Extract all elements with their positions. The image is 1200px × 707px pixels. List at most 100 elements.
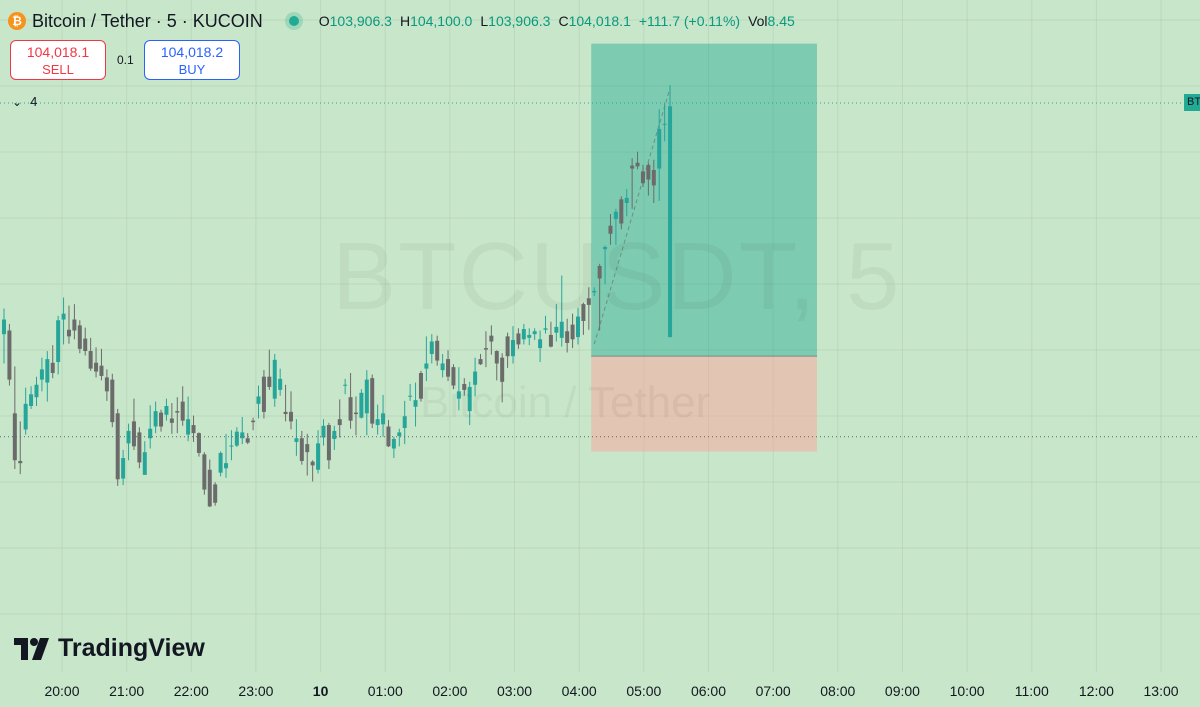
candlestick-series[interactable] [2,85,673,508]
candle-down[interactable] [651,159,656,203]
candle-down[interactable] [478,353,483,365]
candle-up[interactable] [456,367,461,411]
candle-up[interactable] [142,441,147,475]
candle-up[interactable] [592,287,597,297]
candle-down[interactable] [418,370,423,402]
candle-down[interactable] [202,452,207,495]
buy-button[interactable]: 104,018.2 BUY [144,40,240,80]
candle-up[interactable] [61,297,66,345]
tradingview-logo[interactable]: TradingView [14,634,205,663]
candle-up[interactable] [440,353,445,378]
stop-loss-zone[interactable] [591,356,817,452]
candle-up[interactable] [575,307,580,345]
candle-down[interactable] [640,164,645,187]
candle-down[interactable] [337,399,342,438]
candle-down[interactable] [570,313,575,349]
candle-down[interactable] [169,403,174,434]
candle-up[interactable] [256,385,261,419]
long-position-tool[interactable] [591,43,817,452]
candle-down[interactable] [630,158,635,209]
candle-down[interactable] [310,460,315,482]
candle-down[interactable] [483,331,488,368]
candle-up[interactable] [343,378,348,395]
candle-down[interactable] [370,374,375,428]
candle-down[interactable] [213,482,218,506]
candle-down[interactable] [77,320,82,354]
candle-up[interactable] [121,449,126,486]
candle-down[interactable] [72,304,77,340]
candle-up[interactable] [381,395,386,437]
candle-up[interactable] [148,405,153,449]
candle-up[interactable] [29,386,34,409]
candle-down[interactable] [646,162,651,196]
candle-down[interactable] [435,335,440,366]
candle-up[interactable] [391,436,396,459]
candle-up[interactable] [467,381,472,426]
candle-down[interactable] [586,287,591,330]
candle-up[interactable] [332,425,337,450]
candle-up[interactable] [153,401,158,434]
candle-up[interactable] [657,109,662,201]
candle-up[interactable] [559,275,564,347]
sell-button[interactable]: 104,018.1 SELL [10,40,106,80]
candle-down[interactable] [565,318,570,353]
candle-down[interactable] [99,348,104,381]
time-axis[interactable]: 20:00 21:00 22:00 23:00 10 01:00 02:00 03:00 04:… [0,672,1200,707]
candle-down[interactable] [191,415,196,442]
candle-down[interactable] [83,327,88,356]
candle-down[interactable] [245,433,250,445]
candle-down[interactable] [267,349,272,390]
candle-down[interactable] [581,302,586,335]
candle-down[interactable] [619,196,624,230]
candle-up[interactable] [662,103,667,142]
candle-down[interactable] [261,370,266,419]
candle-up[interactable] [56,315,61,375]
candle-down[interactable] [597,263,602,331]
candle-down[interactable] [159,409,164,432]
candle-up[interactable] [272,353,277,407]
candle-down[interactable] [18,421,23,475]
candle-down[interactable] [446,350,451,382]
candle-down[interactable] [494,350,499,381]
candle-up[interactable] [39,357,44,392]
candle-up[interactable] [375,404,380,435]
candle-down[interactable] [110,373,115,428]
candle-down[interactable] [196,432,201,457]
candle-up[interactable] [321,419,326,446]
candle-up[interactable] [34,376,39,406]
candle-down[interactable] [462,378,467,396]
candle-up[interactable] [413,382,418,427]
candle-down[interactable] [326,422,331,470]
candle-up[interactable] [224,433,229,478]
candle-down[interactable] [137,427,142,469]
candle-down[interactable] [50,345,55,379]
candle-up[interactable] [613,208,618,245]
candle-up[interactable] [429,334,434,364]
candle-up[interactable] [164,398,169,421]
candle-down[interactable] [451,364,456,390]
candle-up[interactable] [229,430,234,461]
candle-up[interactable] [603,245,608,285]
candle-up[interactable] [359,389,364,419]
candle-up[interactable] [532,328,537,341]
candle-down[interactable] [115,408,120,486]
candle-up[interactable] [424,336,429,382]
candle-up[interactable] [521,323,526,345]
candle-down[interactable] [175,397,180,434]
candle-down[interactable] [500,353,505,403]
profit-zone[interactable] [591,43,817,357]
candle-down[interactable] [180,386,185,426]
candle-down[interactable] [12,366,17,470]
candle-down[interactable] [104,369,109,401]
candle-up[interactable] [511,326,516,364]
candle-up[interactable] [278,368,283,396]
candle-down[interactable] [608,213,613,245]
candle-down[interactable] [207,459,212,508]
candle-up[interactable] [45,351,50,402]
candle-down[interactable] [288,391,293,430]
candle-down[interactable] [88,337,93,371]
candle-up[interactable] [527,328,532,346]
candle-up[interactable] [316,430,321,474]
candle-down[interactable] [7,323,12,386]
